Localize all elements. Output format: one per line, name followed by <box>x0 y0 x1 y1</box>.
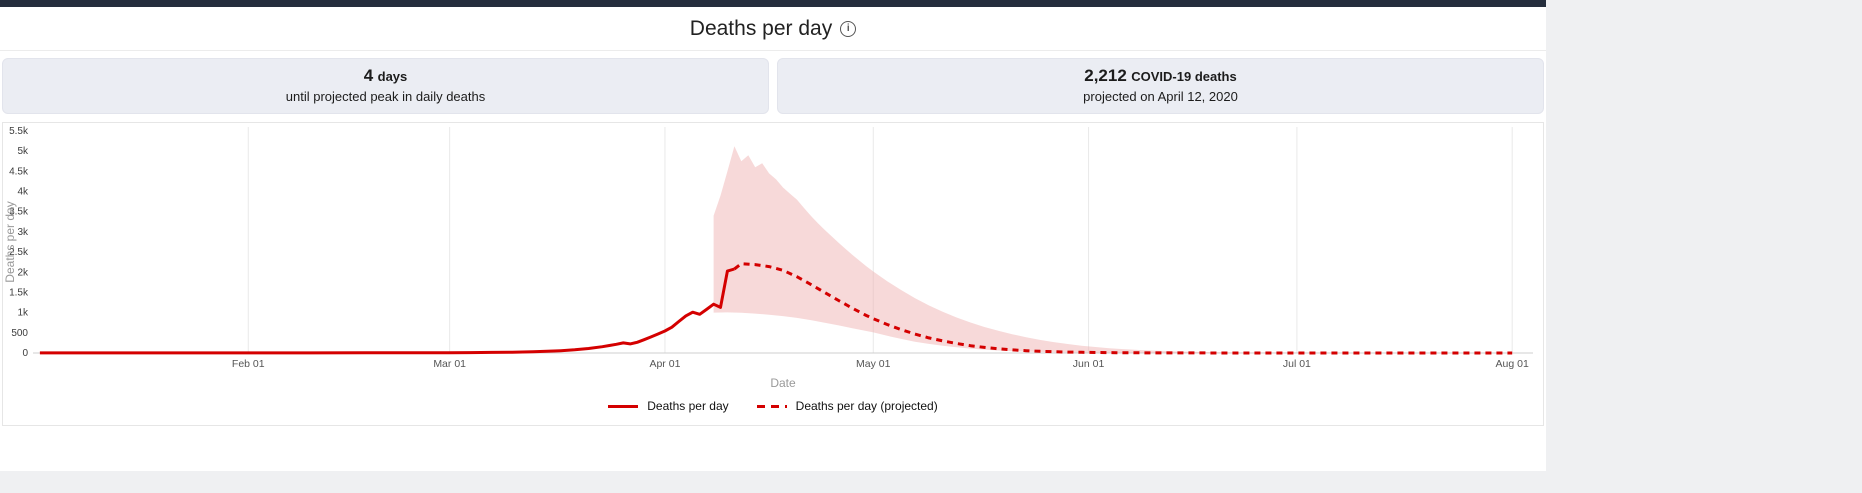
stat-caption: until projected peak in daily deaths <box>285 89 486 104</box>
navbar-edge <box>0 0 1546 7</box>
svg-text:Aug 01: Aug 01 <box>1496 358 1529 370</box>
svg-text:4k: 4k <box>17 187 29 198</box>
chart-legend: Deaths per day Deaths per day (projected… <box>3 395 1543 425</box>
svg-text:2.5k: 2.5k <box>9 247 29 258</box>
page-title-text: Deaths per day <box>689 17 833 40</box>
chart-container: Feb 01 Mar 01 Apr 01 May 01 Jun 01 Jul 01 Aug … <box>2 122 1544 426</box>
stat-value-line: 4 days <box>3 66 768 86</box>
svg-text:2k: 2k <box>17 267 29 278</box>
legend-label: Deaths per day <box>647 399 729 413</box>
svg-text:4.5k: 4.5k <box>9 166 29 177</box>
svg-text:1.5k: 1.5k <box>9 287 29 298</box>
stat-caption: projected on April 12, 2020 <box>1083 89 1238 104</box>
chart-header: Deaths per day i <box>0 7 1546 51</box>
page-title: Deaths per day i <box>689 17 857 41</box>
deaths-per-day-chart[interactable]: Feb 01 Mar 01 Apr 01 May 01 Jun 01 Jul 01 Aug … <box>3 123 1543 395</box>
svg-text:1k: 1k <box>17 308 29 319</box>
stat-value-line: 2,212 COVID-19 deaths <box>778 66 1543 86</box>
svg-text:May 01: May 01 <box>856 358 891 370</box>
dashed-line-icon <box>756 404 787 408</box>
stat-value: 4 <box>363 66 374 85</box>
stat-unit: COVID-19 deaths <box>1131 69 1237 84</box>
svg-text:Feb 01: Feb 01 <box>232 358 265 370</box>
svg-text:0: 0 <box>22 348 28 359</box>
stat-value: 2,212 <box>1084 66 1127 85</box>
svg-text:5k: 5k <box>17 146 29 157</box>
stat-projected-deaths: 2,212 COVID-19 deaths projected on April… <box>777 58 1544 114</box>
stats-row: 4 days until projected peak in daily dea… <box>2 58 1544 114</box>
legend-item-projected: Deaths per day (projected) <box>756 399 938 413</box>
svg-text:Date: Date <box>770 376 796 390</box>
svg-text:Mar 01: Mar 01 <box>433 358 466 370</box>
svg-text:5.5k: 5.5k <box>9 126 29 137</box>
svg-text:3.5k: 3.5k <box>9 207 29 218</box>
legend-item-deaths: Deaths per day <box>608 399 729 413</box>
svg-text:Apr 01: Apr 01 <box>649 358 680 370</box>
dashboard-card: Deaths per day i 4 days until projected … <box>0 0 1546 471</box>
solid-line-icon <box>608 404 639 408</box>
info-icon[interactable]: i <box>840 21 857 37</box>
stat-peak-days: 4 days until projected peak in daily dea… <box>2 58 769 114</box>
svg-text:Jul 01: Jul 01 <box>1283 358 1311 370</box>
stat-unit: days <box>377 69 408 84</box>
svg-text:3k: 3k <box>17 227 29 238</box>
svg-text:500: 500 <box>11 328 28 339</box>
svg-text:Jun 01: Jun 01 <box>1073 358 1105 370</box>
legend-label: Deaths per day (projected) <box>795 399 938 413</box>
svg-text:Deaths per day: Deaths per day <box>3 201 17 282</box>
